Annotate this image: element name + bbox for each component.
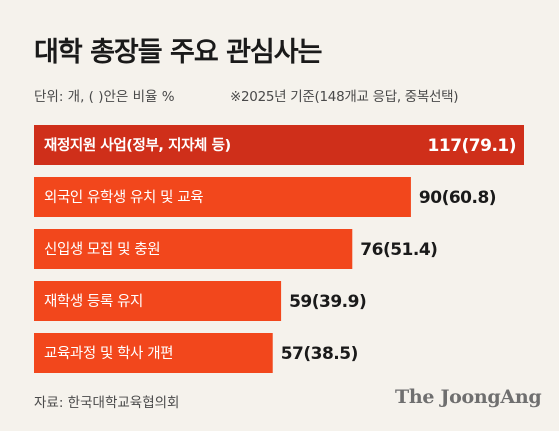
category-label: 외국인 유학생 유치 및 교육	[44, 189, 203, 206]
value-label: 90(60.8)	[419, 188, 496, 208]
category-label: 교육과정 및 학사 개편	[44, 345, 173, 362]
value-label: 59(39.9)	[289, 292, 366, 312]
brand-logo: The JoongAng	[395, 386, 542, 408]
unit-note: 단위: 개, ( )안은 비율 %	[34, 89, 175, 105]
value-label: 76(51.4)	[360, 240, 437, 260]
category-label: 재정지원 사업(정부, 지자체 등)	[44, 136, 231, 154]
bar	[34, 229, 353, 269]
bar	[34, 177, 411, 217]
value-label: 117(79.1)	[428, 136, 516, 156]
bar	[34, 125, 524, 165]
value-label: 57(38.5)	[281, 344, 358, 364]
category-label: 신입생 모집 및 충원	[44, 241, 160, 258]
chart-title: 대학 총장들 주요 관심사는	[34, 37, 322, 68]
bar	[34, 333, 273, 373]
category-label: 재학생 등록 유지	[44, 293, 143, 310]
bar	[34, 281, 282, 321]
basis-note: ※2025년 기준(148개교 응답, 중복선택)	[230, 89, 459, 105]
source-note: 자료: 한국대학교육협의회	[34, 395, 180, 411]
